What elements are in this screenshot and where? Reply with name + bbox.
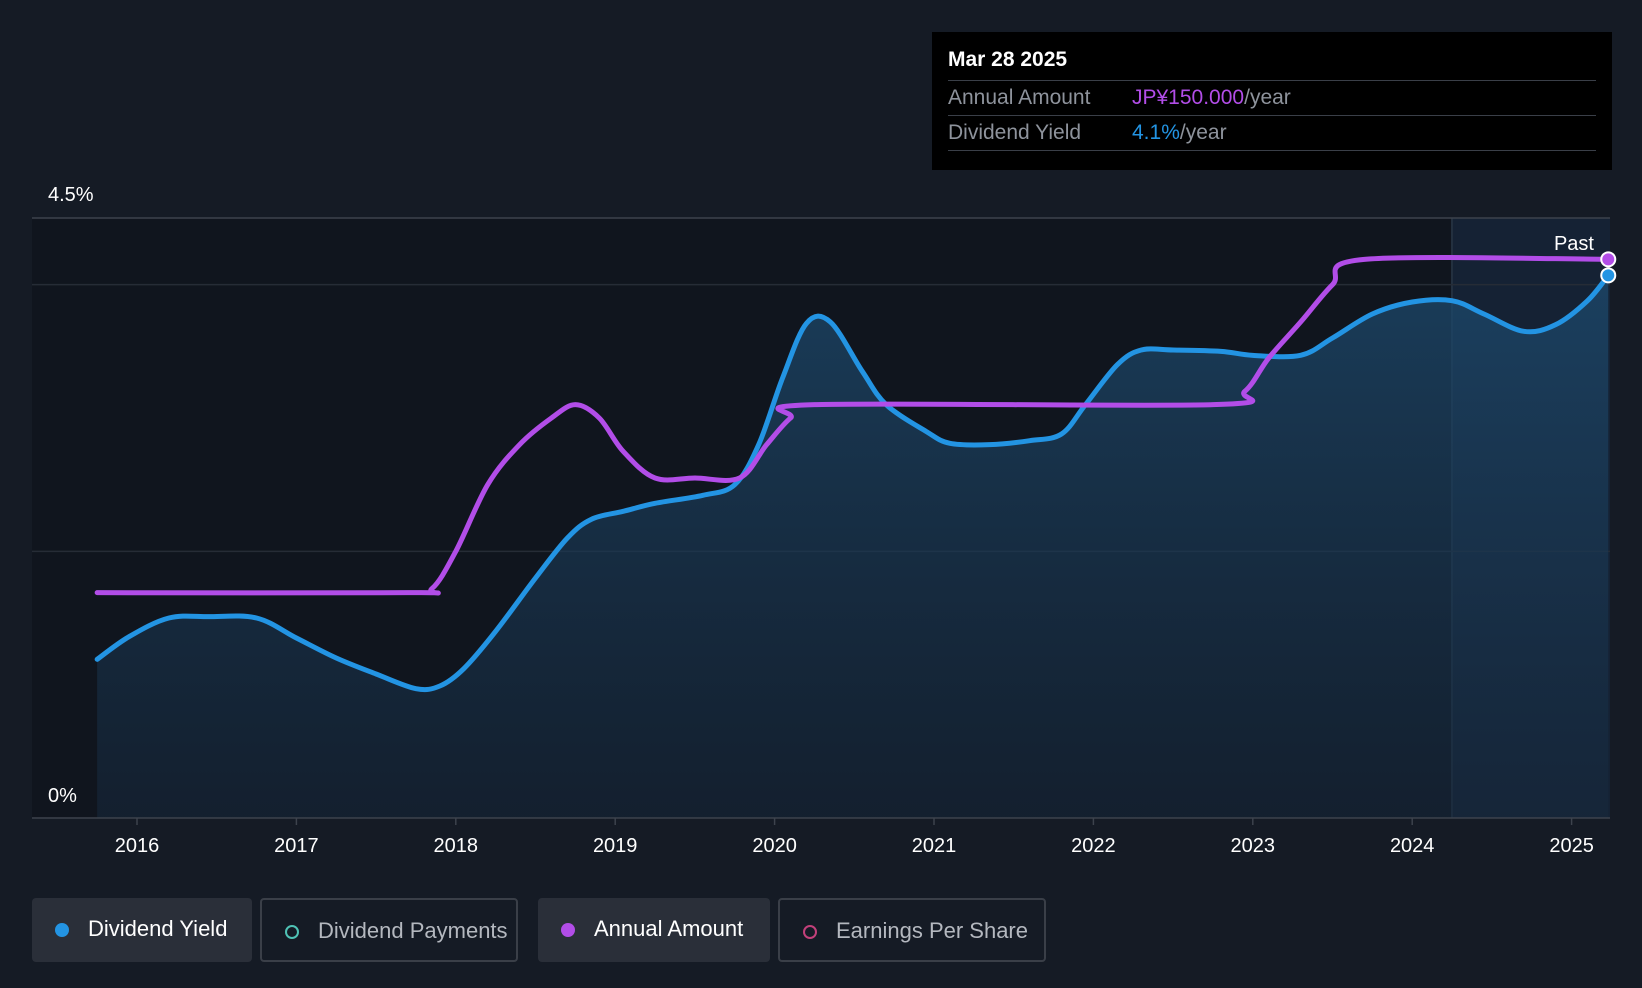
y-axis-max-label: 4.5% xyxy=(48,184,94,206)
x-tick-label: 2021 xyxy=(912,835,957,857)
x-tick-label: 2017 xyxy=(274,835,319,857)
legend-label: Dividend Yield xyxy=(88,916,228,941)
legend-earnings-per-share[interactable]: Earnings Per Share xyxy=(778,898,1046,962)
x-tick-label: 2016 xyxy=(115,835,160,857)
x-tick-label: 2023 xyxy=(1231,835,1276,857)
tooltip-row-annual-amount: Annual Amount JP¥150.000/year xyxy=(948,80,1596,115)
legend-label: Earnings Per Share xyxy=(836,918,1028,943)
tooltip-label: Dividend Yield xyxy=(948,121,1082,144)
annual-amount-line xyxy=(94,254,1611,596)
tooltip-value: JP¥150.000 xyxy=(1132,86,1245,109)
hollow-circle-icon xyxy=(803,925,817,939)
x-tick-label: 2020 xyxy=(752,835,797,857)
x-tick-label: 2019 xyxy=(593,835,638,857)
dividend-yield-endpoint xyxy=(1600,267,1617,284)
x-tick-label: 2025 xyxy=(1549,835,1594,857)
dividend-yield-area xyxy=(97,275,1609,818)
legend-label: Dividend Payments xyxy=(318,918,508,943)
tooltip-value: 4.1% xyxy=(1132,121,1180,144)
tooltip-row-dividend-yield: Dividend Yield 4.1%/year xyxy=(948,115,1596,151)
legend-dividend-yield[interactable]: Dividend Yield xyxy=(32,898,252,962)
tooltip: Mar 28 2025 Annual Amount JP¥150.000/yea… xyxy=(932,32,1612,170)
legend-dividend-payments[interactable]: Dividend Payments xyxy=(260,898,518,962)
tooltip-unit: /year xyxy=(1179,121,1227,144)
legend-label: Annual Amount xyxy=(594,916,744,941)
tooltip-label: Annual Amount xyxy=(948,86,1091,109)
x-tick-label: 2024 xyxy=(1390,835,1435,857)
dividend-yield-line xyxy=(94,272,1611,693)
annual-amount-endpoint xyxy=(1600,251,1617,268)
past-label: Past xyxy=(1554,233,1594,255)
x-tick-label: 2022 xyxy=(1071,835,1116,857)
y-axis-min-label: 0% xyxy=(48,785,77,807)
legend-annual-amount[interactable]: Annual Amount xyxy=(538,898,770,962)
hollow-circle-icon xyxy=(285,925,299,939)
filled-circle-icon xyxy=(561,923,575,937)
tooltip-date: Mar 28 2025 xyxy=(948,48,1068,71)
x-tick-label: 2018 xyxy=(434,835,479,857)
tooltip-unit: /year xyxy=(1244,86,1291,109)
filled-circle-icon xyxy=(55,923,69,937)
